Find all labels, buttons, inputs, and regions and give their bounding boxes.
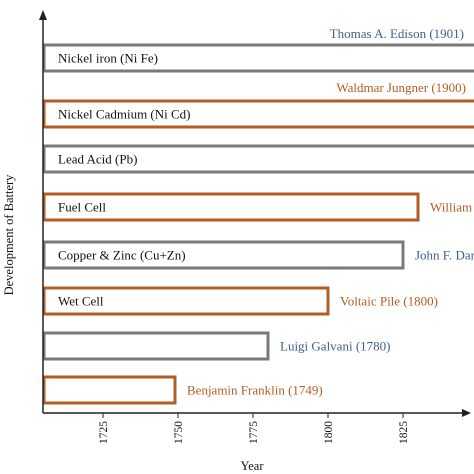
bar — [42, 144, 474, 174]
bar-label: Fuel Cell — [58, 200, 106, 215]
x-tick-label: 1825 — [398, 421, 410, 444]
bar — [42, 375, 177, 405]
x-tick-label: 1800 — [323, 421, 335, 444]
bar — [42, 43, 474, 73]
bar-label: Nickel iron (Ni Fe) — [58, 51, 158, 66]
x-tick-label: 1750 — [173, 421, 185, 444]
bar-annotation: Benjamin Franklin (1749) — [187, 383, 323, 398]
bar — [42, 286, 330, 316]
bar — [42, 99, 474, 129]
bar-annotation: Luigi Galvani (1780) — [280, 339, 390, 354]
bars-layer: Nickel iron (Ni Fe) Thomas A. Edison (190… — [42, 26, 474, 405]
bar — [42, 331, 270, 361]
bar-annotation: Waldmar Jungner (1900) — [336, 80, 466, 95]
y-axis-title: Development of Battery — [2, 174, 16, 296]
axis-layer: 172517501775180018251850187519001925 — [39, 10, 474, 444]
bar-label: Nickel Cadmium (Ni Cd) — [58, 107, 191, 122]
bar — [42, 240, 405, 270]
x-axis-title: Year — [240, 459, 264, 473]
y-axis-arrow — [39, 10, 47, 20]
bar-label: Lead Acid (Pb) — [58, 152, 137, 167]
bar-annotation: William R. Grove (1830) — [430, 200, 474, 215]
bar-annotation: Voltaic Pile (1800) — [340, 294, 438, 309]
bar-annotation: Thomas A. Edison (1901) — [330, 26, 464, 41]
x-tick-label: 1775 — [248, 421, 260, 444]
bar-label: Wet Cell — [58, 294, 104, 309]
x-tick-label: 1725 — [98, 421, 110, 444]
bar-label: Copper & Zinc (Cu+Zn) — [58, 248, 186, 263]
x-axis-arrow — [462, 409, 471, 417]
bar-annotation: John F. Daniell (1825) — [415, 248, 474, 263]
bar — [42, 192, 420, 222]
